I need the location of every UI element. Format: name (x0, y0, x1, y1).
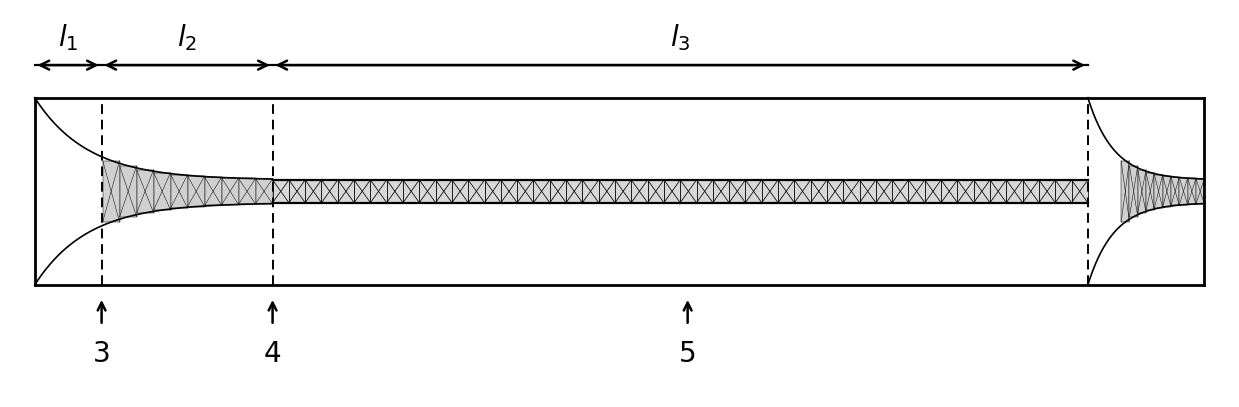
Bar (154, 173, 171, 210)
Bar (1162, 176, 1171, 207)
Bar (860, 180, 876, 203)
Bar (729, 180, 746, 203)
Bar (468, 180, 484, 203)
Text: 3: 3 (93, 340, 110, 368)
Bar (582, 180, 598, 203)
Bar (942, 180, 958, 203)
Bar (1180, 178, 1188, 205)
Bar (648, 180, 664, 203)
Bar (908, 180, 924, 203)
Bar (1171, 177, 1180, 206)
Bar (1188, 178, 1196, 204)
Bar (452, 180, 468, 203)
Bar (436, 180, 452, 203)
Bar (204, 177, 222, 206)
Bar (974, 180, 990, 203)
Bar (354, 180, 370, 203)
Bar (615, 180, 632, 203)
Bar (321, 180, 338, 203)
Bar (762, 180, 778, 203)
Bar (958, 180, 974, 203)
Bar (566, 180, 582, 203)
Bar (746, 180, 762, 203)
Bar (1040, 180, 1056, 203)
Bar (484, 180, 501, 203)
Bar (1196, 179, 1204, 204)
Bar (103, 160, 120, 222)
Bar (239, 178, 255, 204)
Bar (289, 180, 305, 203)
Bar (826, 180, 844, 203)
Bar (924, 180, 942, 203)
Bar (598, 180, 615, 203)
Bar (387, 180, 403, 203)
Bar (680, 180, 696, 203)
Bar (892, 180, 908, 203)
Bar (876, 180, 892, 203)
Text: $l_1$: $l_1$ (58, 22, 78, 53)
Text: $l_2$: $l_2$ (177, 22, 197, 53)
Bar (1137, 170, 1146, 213)
Bar (517, 180, 534, 203)
Bar (990, 180, 1006, 203)
Bar (1130, 166, 1137, 217)
Bar (794, 180, 810, 203)
Bar (370, 180, 387, 203)
Bar (810, 180, 826, 203)
Bar (136, 170, 154, 213)
Bar (1006, 180, 1022, 203)
Bar (550, 180, 566, 203)
Text: 5: 5 (679, 340, 696, 368)
Bar (696, 180, 712, 203)
Bar (403, 180, 419, 203)
Bar (501, 180, 517, 203)
Bar (778, 180, 794, 203)
Bar (305, 180, 321, 203)
Bar (120, 166, 136, 217)
Text: 4: 4 (264, 340, 281, 368)
Bar (1022, 180, 1040, 203)
Bar (338, 180, 354, 203)
Bar (1072, 180, 1088, 203)
Bar (664, 180, 680, 203)
Bar (255, 179, 273, 204)
Bar (1056, 180, 1072, 203)
Bar (187, 176, 204, 207)
Bar (844, 180, 860, 203)
Bar (712, 180, 729, 203)
Bar (1146, 173, 1155, 210)
Bar (171, 175, 187, 208)
Bar (534, 180, 550, 203)
Bar (419, 180, 436, 203)
Bar (273, 180, 289, 203)
Bar (1155, 175, 1162, 208)
Text: $l_3$: $l_3$ (670, 22, 690, 53)
Bar (1121, 160, 1130, 222)
Bar (222, 178, 239, 205)
Bar (632, 180, 648, 203)
